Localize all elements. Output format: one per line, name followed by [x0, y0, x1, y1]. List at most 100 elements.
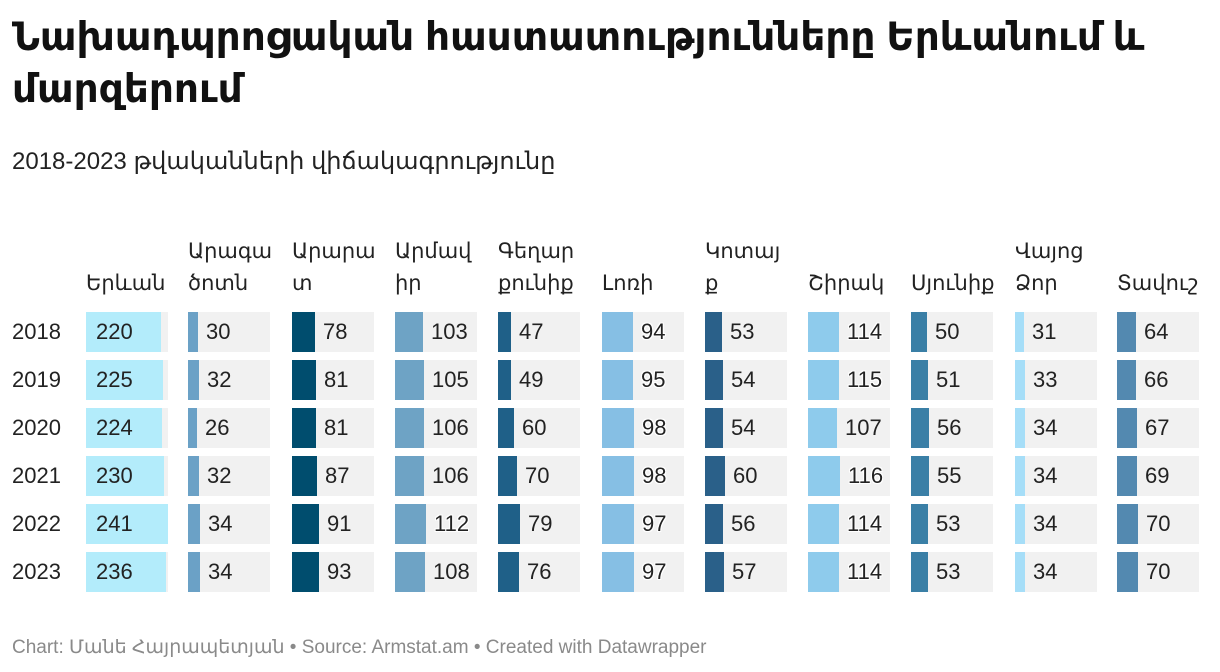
table-cell: 34	[1015, 456, 1097, 496]
bar	[395, 456, 424, 496]
bar	[1117, 456, 1137, 496]
column-header: Արագածոտն	[188, 200, 274, 300]
table-cell: 112	[395, 504, 477, 544]
column-header-label: Լոռի	[602, 272, 654, 295]
table-cell: 115	[808, 360, 890, 400]
bar	[602, 312, 633, 352]
table-cell: 60	[498, 408, 580, 448]
table-cell: 67	[1117, 408, 1199, 448]
value-label: 79	[528, 511, 553, 536]
table-cell: 87	[292, 456, 374, 496]
bar	[188, 456, 199, 496]
table-cell: 70	[1117, 504, 1199, 544]
column-header: Կոտայք	[705, 200, 791, 300]
value-label: 114	[847, 559, 883, 584]
value-label: 56	[731, 511, 756, 536]
bar	[808, 504, 839, 544]
chart-credit: Chart: Մանե Հայրապետյան	[12, 637, 285, 658]
value-label: 51	[936, 367, 961, 392]
value-label: 47	[519, 319, 544, 344]
bar	[188, 552, 200, 592]
bar	[395, 312, 423, 352]
bar	[705, 552, 724, 592]
table-cell: 66	[1117, 360, 1199, 400]
bar	[86, 552, 166, 592]
row-year-label: 2018	[12, 319, 61, 344]
column-header: Երևան	[86, 200, 172, 300]
column-header-label: Գեղարքունիք	[498, 240, 575, 295]
table-cell: 91	[292, 504, 374, 544]
table-cell: 34	[188, 504, 270, 544]
bar	[292, 504, 319, 544]
column-header-label: Շիրակ	[808, 272, 885, 295]
bar	[292, 360, 316, 400]
table-cell: 97	[602, 552, 684, 592]
table-cell: 60	[705, 456, 787, 496]
bar	[395, 552, 425, 592]
column-header-label: Վայոց Ձոր	[1015, 240, 1084, 295]
table-cell: 69	[1117, 456, 1199, 496]
table-cell: 53	[911, 504, 993, 544]
table-cell: 97	[602, 504, 684, 544]
table-cell: 106	[395, 408, 477, 448]
table-cell: 34	[1015, 552, 1097, 592]
table-cell: 98	[602, 408, 684, 448]
bar	[86, 408, 162, 448]
column-header-label: Տավուշ	[1117, 272, 1199, 295]
bar	[1117, 360, 1136, 400]
table-cell: 107	[808, 408, 890, 448]
value-label: 97	[642, 511, 667, 536]
table-cell: 76	[498, 552, 580, 592]
value-label: 49	[519, 367, 544, 392]
bar	[911, 408, 929, 448]
bar	[498, 504, 520, 544]
table-cell: 55	[911, 456, 993, 496]
bar	[498, 408, 514, 448]
table-cell: 34	[188, 552, 270, 592]
bar	[911, 552, 928, 592]
datawrapper-credit[interactable]: Created with Datawrapper	[485, 637, 707, 658]
table-cell: 225	[86, 360, 168, 400]
column-header-label: Երևան	[86, 272, 166, 295]
bar	[86, 504, 168, 544]
value-label: 64	[1144, 319, 1169, 344]
table-cell: 105	[395, 360, 477, 400]
value-label: 224	[96, 415, 133, 440]
bar	[1015, 360, 1025, 400]
bar	[1117, 504, 1138, 544]
table-cell: 230	[86, 456, 168, 496]
table-cell: 98	[602, 456, 684, 496]
bar	[292, 408, 316, 448]
bar	[808, 456, 840, 496]
table-cell: 106	[395, 456, 477, 496]
value-label: 66	[1144, 367, 1169, 392]
bar	[498, 552, 519, 592]
value-label: 54	[731, 415, 756, 440]
bar	[602, 504, 634, 544]
column-header: Սյունիք	[911, 200, 997, 300]
value-label: 81	[324, 415, 349, 440]
value-label: 60	[733, 463, 758, 488]
bar	[1117, 312, 1136, 352]
value-label: 53	[936, 559, 961, 584]
table-cell: 47	[498, 312, 580, 352]
bar	[705, 408, 723, 448]
value-label: 97	[642, 559, 667, 584]
bar	[1015, 504, 1025, 544]
chart-subtitle: 2018-2023 թվականների վիճակագրությունը	[12, 148, 556, 175]
column-header-label: Արմավիր	[395, 240, 472, 295]
column-header: Տավուշ	[1117, 200, 1203, 300]
value-label: 70	[1146, 559, 1171, 584]
value-label: 94	[641, 319, 666, 344]
value-label: 115	[847, 367, 883, 392]
value-label: 98	[642, 463, 667, 488]
source-link[interactable]: Source: Armstat.am	[301, 637, 469, 658]
value-label: 225	[96, 367, 133, 392]
bar	[1015, 552, 1025, 592]
value-label: 70	[1146, 511, 1171, 536]
bar	[911, 456, 929, 496]
bar	[498, 360, 511, 400]
table-cell: 54	[705, 360, 787, 400]
column-header-label: Արարատ	[292, 240, 376, 295]
value-label: 32	[207, 367, 232, 392]
